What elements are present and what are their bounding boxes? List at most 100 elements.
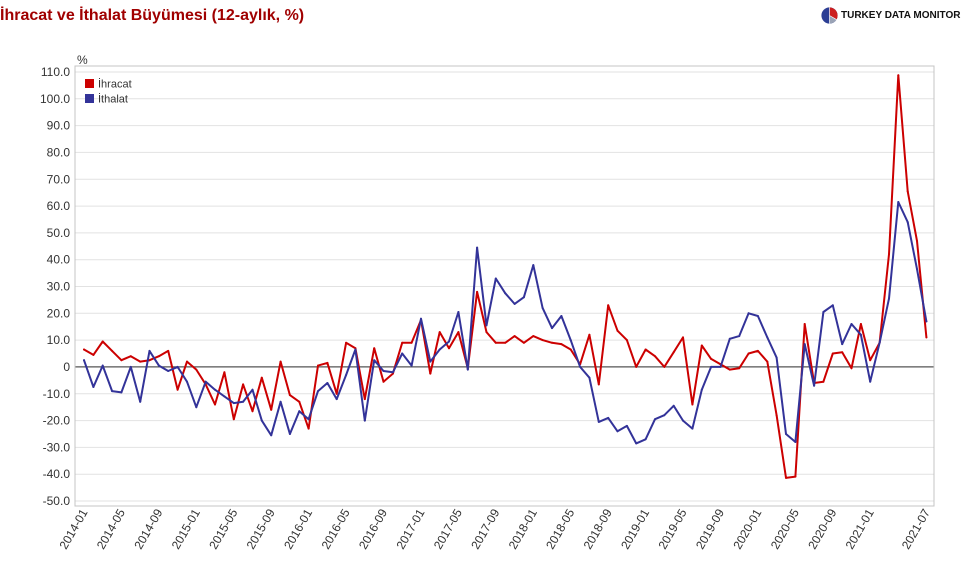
data-point-ithalat [597,420,600,423]
data-point-ithalat [232,402,235,405]
data-point-ihracat [822,380,825,383]
data-point-ithalat [532,264,535,267]
data-point-ihracat [326,361,329,364]
data-point-ithalat [700,388,703,391]
y-tick-label: -50.0 [43,494,71,508]
data-point-ithalat [766,336,769,339]
data-point-ihracat [588,333,591,336]
data-point-ithalat [504,292,507,295]
y-tick-label: 30.0 [47,280,71,294]
x-tick-label: 2018-05 [543,506,577,551]
y-tick-label: 40.0 [47,253,71,267]
data-point-ithalat [307,418,310,421]
data-point-ithalat [916,268,918,271]
data-point-ithalat [794,441,797,443]
x-tick-label: 2019-09 [693,506,727,551]
x-tick-label: 2021-07 [899,506,933,551]
data-point-ihracat [214,403,216,406]
data-point-ithalat [195,406,198,409]
data-point-ihracat [148,359,151,362]
data-point-ithalat [897,201,900,203]
legend-swatch-ithalat [85,94,94,103]
data-point-ihracat [111,349,114,352]
data-point-ithalat [710,365,713,368]
x-tick-label: 2017-05 [431,506,465,551]
data-point-ithalat [878,341,881,344]
data-point-ithalat [625,424,628,427]
data-point-ihracat [672,351,675,354]
data-point-ihracat [906,190,909,193]
data-point-ithalat [317,390,319,393]
data-point-ihracat [457,331,460,334]
data-point-ithalat [186,380,188,383]
data-point-ihracat [223,371,226,374]
data-point-ihracat [897,74,900,77]
data-point-ithalat [607,416,610,419]
data-point-ihracat [597,383,600,386]
legend-swatch-ihracat [85,79,94,88]
data-point-ithalat [363,419,366,422]
x-tick-label: 2015-01 [169,506,203,551]
x-tick-label: 2019-01 [618,506,652,551]
data-point-ithalat [551,327,553,330]
data-point-ithalat [242,400,245,403]
plot-area-frame [74,65,935,507]
data-point-ithalat [663,414,666,417]
data-point-ithalat [560,315,563,317]
brand-logo: TURKEY DATA MONITOR [821,6,960,24]
data-point-ihracat [129,355,132,358]
data-point-ihracat [513,335,516,338]
data-point-ihracat [738,367,741,370]
data-point-ithalat [401,352,404,355]
x-tick-label: 2018-01 [506,506,540,551]
data-point-ihracat [925,336,928,339]
data-point-ithalat [785,433,787,435]
data-point-ihracat [139,360,142,363]
data-point-ithalat [83,359,85,362]
data-point-ihracat [195,368,198,371]
data-point-ithalat [335,398,338,401]
data-point-ithalat [167,370,170,372]
series-line-ihracat [83,74,928,479]
y-tick-label: 70.0 [47,172,71,186]
x-tick-label: 2014-09 [131,506,165,551]
y-tick-label: 10.0 [47,333,71,347]
data-point-ithalat [382,370,385,372]
data-point-ihracat [560,343,563,346]
data-point-ihracat [756,349,759,352]
data-point-ithalat [569,339,572,342]
data-point-ihracat [607,304,610,307]
data-point-ihracat [644,348,647,351]
data-point-ithalat [279,400,282,403]
data-point-ithalat [682,419,684,422]
data-point-ihracat [410,341,413,344]
data-point-ithalat [738,335,741,338]
x-tick-label: 2014-05 [94,506,128,551]
data-point-ithalat [120,391,123,394]
data-point-ithalat [719,365,722,368]
data-point-ithalat [111,390,114,393]
data-point-ithalat [513,302,516,305]
data-point-ithalat [803,343,806,346]
data-point-ihracat [663,365,666,368]
data-point-ihracat [803,323,806,325]
data-point-ithalat [223,395,226,398]
y-tick-label: -40.0 [43,467,71,481]
data-point-ithalat [579,365,582,368]
data-point-ithalat [775,356,778,359]
data-point-ihracat [92,353,95,356]
data-point-ihracat [682,336,684,339]
data-point-ithalat [139,400,142,403]
data-point-ihracat [363,398,366,401]
data-point-ithalat [841,343,844,346]
x-tick-label: 2015-05 [206,506,240,551]
data-point-ihracat [438,331,441,334]
data-point-ithalat [345,374,348,376]
data-point-ihracat [345,341,348,344]
data-point-ithalat [101,364,104,367]
data-point-ithalat [756,315,759,317]
data-point-ihracat [625,339,628,342]
data-point-ihracat [831,352,834,355]
data-point-ihracat [401,341,404,344]
